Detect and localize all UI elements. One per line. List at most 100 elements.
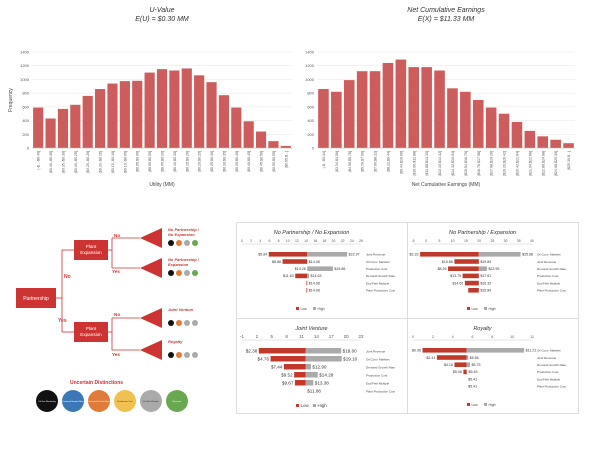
tornado-axis-tick: 24 bbox=[350, 239, 354, 243]
legend-label: Oil Gas Marketing bbox=[38, 400, 56, 403]
tornado-low-bar bbox=[282, 259, 308, 264]
tornado-low-value: $4.76 bbox=[258, 357, 270, 362]
tornado-high-value: $14.08 bbox=[309, 281, 320, 285]
x-tick-label: ($17.98,$19.20] bbox=[490, 151, 494, 176]
tornado-low-bar bbox=[306, 288, 308, 293]
terminal-node bbox=[140, 308, 162, 328]
x-tick-label: ($4.56,$5.78] bbox=[348, 151, 352, 172]
legend-circle bbox=[88, 390, 110, 412]
tornado-axis-tick: 5 bbox=[438, 239, 440, 243]
tornado-axis-tick: 0 bbox=[412, 335, 414, 339]
terminal-node bbox=[140, 258, 162, 278]
tornado-high-value: $11.86 bbox=[307, 389, 321, 394]
x-tick-label: ($0.50,$0.55] bbox=[272, 151, 276, 172]
legend-circle bbox=[36, 390, 58, 412]
tornado-high-value: $5.45 bbox=[469, 370, 478, 374]
histogram-bar bbox=[485, 107, 497, 148]
y-tick-label: 400 bbox=[22, 118, 29, 123]
y-tick-label: 1200 bbox=[305, 63, 315, 68]
tornado-axis-tick: 2 bbox=[250, 239, 252, 243]
x-tick-label: (-$...$3.34] bbox=[322, 151, 326, 168]
tornado-high-bar bbox=[305, 356, 342, 362]
legend-label: Demand Growth Rate bbox=[88, 400, 110, 403]
uncertainty-dot bbox=[176, 320, 182, 326]
branch-label: No bbox=[114, 233, 120, 238]
y-tick-label: 600 bbox=[22, 104, 29, 109]
tornado-row-label: Plant Production Cost bbox=[366, 289, 395, 293]
tornado-low-bar bbox=[448, 266, 479, 271]
histogram-bar bbox=[231, 107, 242, 148]
y-tick-label: 200 bbox=[22, 132, 29, 137]
decision-tree: PartnershipNoYesPlantExpansionPlantExpan… bbox=[16, 227, 200, 360]
x-tick-label: ($3.34,$4.56] bbox=[335, 151, 339, 172]
x-tick-label: ($8.22,$9.44] bbox=[386, 151, 390, 172]
tornado-row-label: Oil Conv. Markets bbox=[537, 349, 561, 353]
tornado-row-label: Production Cost bbox=[537, 370, 559, 374]
uncertainty-dot bbox=[168, 352, 174, 358]
tornado-axis-tick: 8 bbox=[285, 334, 288, 339]
uncertainty-dot bbox=[176, 352, 182, 358]
x-tick-label: ($10.66,$11.88] bbox=[412, 151, 416, 176]
tornado-row-label: Demand Growth Rate bbox=[537, 267, 566, 271]
expansion-node-bottom bbox=[74, 322, 108, 342]
histogram-bar bbox=[434, 70, 445, 148]
uncertainty-dot bbox=[168, 320, 174, 326]
tornado-axis-tick: 5 bbox=[270, 334, 273, 339]
tornado-axis-tick: 20 bbox=[344, 334, 350, 339]
x-tick-label: ($0.30,-$0.25] bbox=[74, 151, 78, 173]
tornado-low-value: $10.66 bbox=[442, 260, 453, 264]
tornado-high-value: $19.00 bbox=[343, 349, 357, 354]
branch-label: Yes bbox=[112, 352, 120, 357]
tornado-low-bar bbox=[468, 288, 479, 293]
tornado-low-value: $4.18 bbox=[444, 363, 453, 367]
tornado-high-value: $19.86 bbox=[334, 267, 345, 271]
root-decision-node bbox=[16, 288, 56, 308]
x-tick-label: ($15.54,$16.76] bbox=[464, 151, 468, 176]
tornado-high-bar bbox=[466, 348, 525, 353]
legend-high-label: High bbox=[489, 307, 496, 311]
tornado-high-value: $13.38 bbox=[315, 381, 329, 386]
tornado-high-value: $16.32 bbox=[480, 281, 491, 285]
histogram-bar bbox=[255, 131, 267, 148]
expansion-label-line2: Expansion bbox=[80, 332, 102, 337]
x-tick-label: ($7.00,$8.22] bbox=[374, 151, 378, 172]
tornado-high-value: $14.63 bbox=[310, 274, 321, 278]
tornado-high-bar bbox=[305, 364, 311, 370]
histogram-bar bbox=[550, 139, 561, 148]
uncertainty-dot bbox=[192, 352, 198, 358]
tornado-high-bar bbox=[307, 273, 309, 279]
tornado-high-bar bbox=[307, 252, 348, 257]
histogram-bar bbox=[57, 108, 69, 148]
uncertainty-dot bbox=[184, 352, 190, 358]
tornado-low-bar bbox=[258, 348, 306, 354]
x-tick-label: ($0.55,$...] bbox=[284, 151, 288, 168]
tornado-axis-tick: -1 bbox=[240, 334, 244, 339]
tornado-high-value: $12.90 bbox=[312, 365, 326, 370]
tornado-axis-tick: 10 bbox=[510, 335, 514, 339]
tornado-axis-tick: 4 bbox=[259, 239, 261, 243]
tornado-high-bar bbox=[305, 348, 342, 354]
tornado-low-value: $5.08 bbox=[453, 370, 462, 374]
tornado-low-value: $2.41 bbox=[426, 356, 435, 360]
tornado-title: No Partnership / No Expansion bbox=[274, 230, 350, 236]
histogram-bar bbox=[343, 80, 355, 148]
x-tick-label: ($19.20,$20.42] bbox=[503, 151, 507, 176]
y-axis-label: Frequency bbox=[8, 88, 14, 112]
terminal-node bbox=[140, 228, 162, 248]
tornado-row-label: Production Cost bbox=[366, 267, 388, 271]
x-tick-label: ($14.32,$15.54] bbox=[451, 151, 455, 176]
x-tick-label: ($22.86,$24.08] bbox=[541, 151, 545, 176]
x-tick-label: ($13.10,$14.32] bbox=[438, 151, 442, 176]
x-tick-label: ($0.05,$0.00] bbox=[136, 151, 140, 172]
tornado-row-label: Eco/Feth Multiple bbox=[537, 377, 561, 381]
tornado-axis-tick: 40 bbox=[530, 239, 534, 243]
tornado-row-label: Joint Revenue bbox=[537, 356, 557, 360]
tornado-low-bar bbox=[420, 252, 479, 257]
tornado-low-value: $13.75 bbox=[450, 274, 461, 278]
tornado-panel-4 bbox=[407, 318, 579, 414]
tornado-high-bar bbox=[478, 266, 487, 271]
x-tick-label: ($24.08,$25.30] bbox=[554, 151, 558, 176]
legend-low-label: Low bbox=[301, 403, 310, 408]
histogram-bar bbox=[369, 71, 381, 148]
outcome-label: No Partnership / bbox=[168, 227, 200, 232]
